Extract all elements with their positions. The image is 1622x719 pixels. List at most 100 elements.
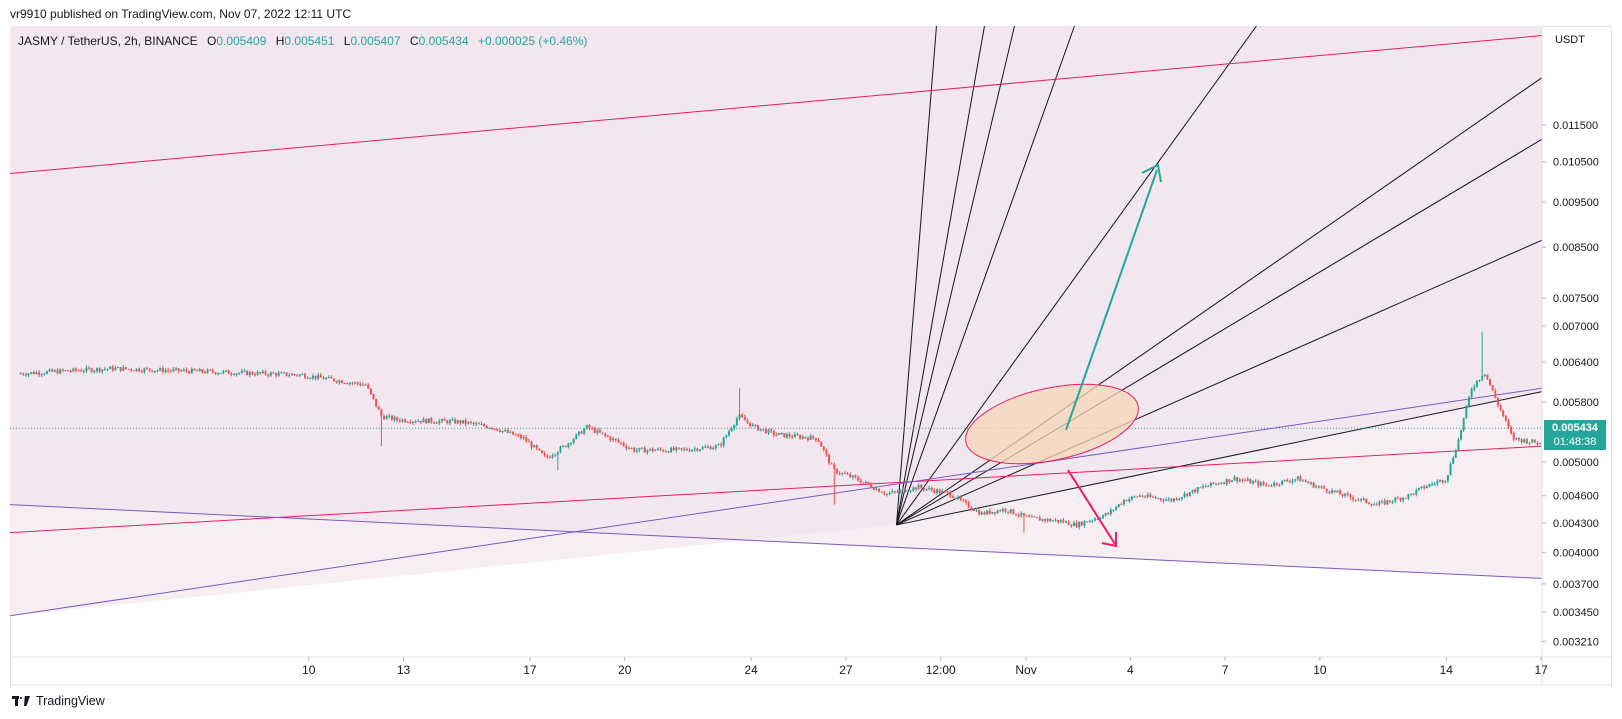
candle-body: [1475, 380, 1478, 387]
candle-body: [433, 422, 436, 424]
y-tick-label: 0.010500: [1553, 157, 1599, 169]
candle-body: [1423, 486, 1426, 489]
candle-body: [501, 430, 504, 432]
candle-body: [891, 491, 894, 493]
x-tick-label: 17: [523, 663, 537, 677]
candle-body: [572, 439, 575, 444]
candle-body: [1307, 481, 1310, 484]
candle-body: [864, 482, 867, 484]
candle-body: [741, 414, 744, 418]
candle-body: [1613, 437, 1615, 439]
candle-body: [69, 371, 72, 373]
candle-body: [375, 398, 378, 407]
candle-body: [1410, 493, 1413, 495]
candle-body: [1608, 440, 1610, 441]
ohlc-legend: JASMY / TetherUS, 2h, BINANCE O0.005409 …: [18, 34, 587, 48]
candle-body: [1146, 494, 1149, 497]
candle-body: [896, 491, 899, 493]
candle-body: [175, 368, 177, 370]
candle-body: [209, 369, 212, 371]
candle-body: [177, 368, 180, 371]
candle-body: [72, 368, 75, 372]
up-arrow-shaft: [1065, 169, 1158, 431]
tradingview-logo[interactable]: TradingView: [12, 694, 105, 708]
candle-body: [1151, 496, 1154, 498]
candle-body: [920, 484, 923, 488]
candle-body: [772, 430, 775, 435]
candle-body: [1196, 487, 1199, 493]
candle-body: [180, 370, 183, 372]
candle-body: [593, 428, 596, 433]
candle-body: [338, 380, 341, 383]
tradingview-logo-text: TradingView: [36, 694, 105, 708]
candle-body: [32, 372, 35, 375]
candle-body: [928, 488, 931, 490]
candle-body: [601, 432, 604, 434]
candle-body: [614, 438, 617, 441]
candle-body: [1525, 439, 1528, 444]
candle-body: [422, 418, 425, 423]
candle-body: [219, 372, 222, 374]
candle-body: [148, 368, 151, 371]
candle-body: [796, 434, 799, 436]
x-tick-label: 20: [618, 663, 632, 677]
candle-body: [1494, 390, 1497, 399]
candle-body: [548, 457, 551, 459]
candle-body: [912, 487, 915, 491]
candle-body: [1162, 499, 1165, 501]
candle-body: [841, 472, 844, 474]
candle-body: [288, 375, 291, 377]
candle-body: [893, 491, 896, 493]
candle-body: [1270, 485, 1273, 487]
candle-body: [664, 451, 667, 453]
candle-body: [327, 376, 330, 378]
candle-body: [127, 368, 130, 370]
candle-body: [662, 449, 665, 452]
candle-body: [198, 369, 201, 372]
candle-body: [575, 434, 578, 440]
candle-body: [1078, 521, 1081, 528]
candle-body: [203, 372, 206, 374]
candle-body: [1528, 442, 1531, 444]
candle-body: [393, 417, 396, 420]
candle-body: [106, 368, 109, 370]
candle-body: [1091, 520, 1094, 522]
candle-body: [1186, 493, 1189, 496]
candle-body: [238, 372, 241, 374]
candle-body: [683, 448, 686, 450]
candle-body: [541, 450, 544, 454]
candle-body: [570, 443, 572, 445]
candle-body: [1051, 520, 1054, 522]
candle-body: [1349, 494, 1352, 498]
candle-body: [1223, 482, 1226, 484]
candle-body: [1204, 486, 1207, 488]
candle-body: [746, 420, 749, 423]
candle-body: [975, 510, 978, 512]
candle-body: [519, 435, 522, 439]
candle-body: [1136, 496, 1139, 498]
candle-body: [472, 422, 475, 424]
candle-body: [1618, 434, 1620, 436]
candles: [19, 331, 1620, 533]
candle-body: [670, 447, 673, 453]
candle-body: [504, 430, 507, 432]
candle-body: [227, 370, 230, 374]
symbol-label[interactable]: JASMY / TetherUS, 2h, BINANCE: [18, 34, 198, 48]
candle-body: [780, 432, 783, 434]
candle-body: [1425, 486, 1428, 489]
candle-body: [1512, 433, 1515, 440]
candle-body: [996, 510, 999, 514]
candle-body: [1012, 509, 1015, 515]
candle-body: [348, 382, 351, 384]
gann-fan-line-5: [896, 26, 1257, 526]
candle-body: [1130, 496, 1133, 500]
open-value: 0.005409: [216, 34, 267, 48]
last-price-tag: 0.005434 01:48:38: [1544, 420, 1606, 451]
candle-body: [304, 374, 307, 378]
candle-body: [838, 473, 841, 475]
candle-body: [1075, 522, 1078, 528]
candle-body: [1502, 410, 1505, 416]
candle-body: [388, 415, 391, 417]
candle-body: [749, 422, 752, 427]
